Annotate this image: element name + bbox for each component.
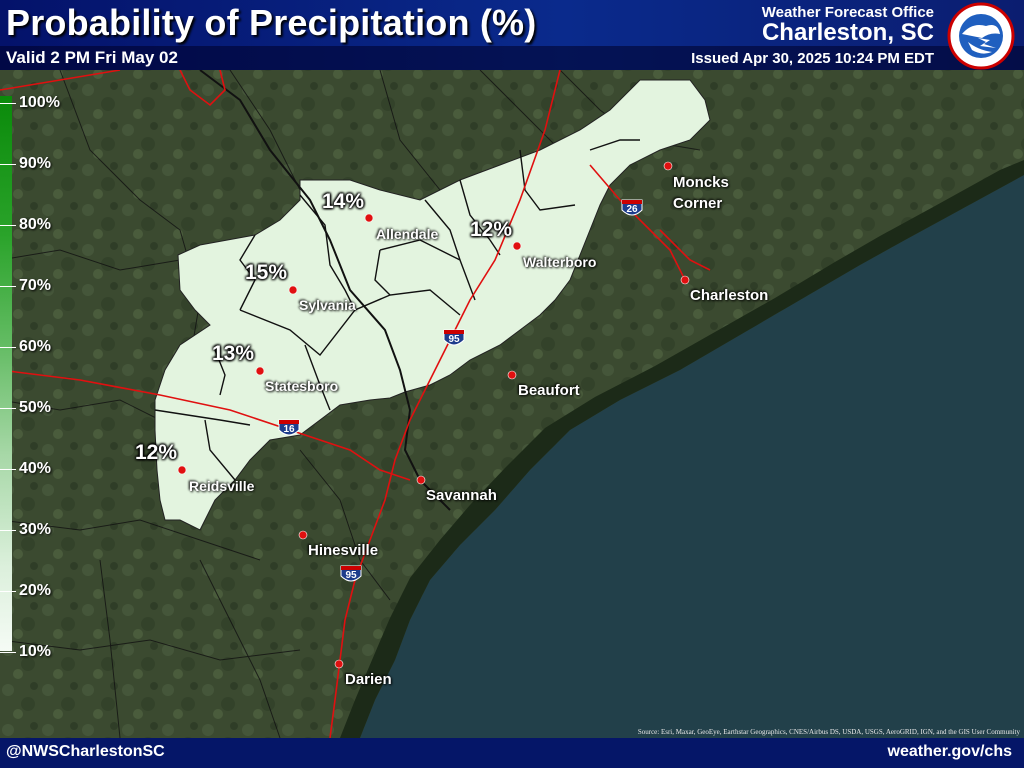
footer-bar: @NWSCharlestonSC weather.gov/chs <box>0 738 1024 768</box>
legend-label: 30% <box>19 521 52 538</box>
legend-tick <box>0 286 16 287</box>
pop-legend-bar <box>0 96 12 651</box>
city-label-moncks-corner: Moncks Corner <box>673 174 729 212</box>
city-label-reidsville: Reidsville <box>189 478 255 494</box>
legend-label: 60% <box>19 338 52 355</box>
page-title: Probability of Precipitation (%) <box>6 2 537 43</box>
social-handle[interactable]: @NWSCharlestonSC <box>6 743 165 760</box>
interstate-shields <box>278 199 643 582</box>
legend-label: 10% <box>19 643 52 660</box>
legend-tick <box>0 164 16 165</box>
shield-label: 95 <box>345 570 357 581</box>
city-label-walterboro: Walterboro <box>523 254 597 270</box>
header-subbar <box>0 46 1024 70</box>
legend-label: 50% <box>19 399 52 416</box>
city-label-darien: Darien <box>345 671 392 688</box>
office-name: Charleston, SC <box>761 19 934 46</box>
header-bar: Probability of Precipitation (%) Valid 2… <box>0 0 1024 70</box>
city-label-hinesville: Hinesville <box>308 542 379 559</box>
shield-label: 16 <box>283 424 295 435</box>
pop-value-reidsville: 12% <box>135 441 178 464</box>
city-label-charleston: Charleston <box>690 287 769 304</box>
pop-value-sylvania: 15% <box>245 261 288 284</box>
legend-tick <box>0 347 16 348</box>
pop-value-walterboro: 12% <box>470 218 513 241</box>
pop-value-allendale: 14% <box>322 190 365 213</box>
city-label-statesboro: Statesboro <box>265 378 339 394</box>
city-label-beaufort: Beaufort <box>518 382 580 399</box>
interstate-16-shield: 16 <box>279 421 299 441</box>
interstate-26-shield: 26 <box>622 201 642 221</box>
shield-label: 95 <box>448 334 460 345</box>
interstate-95-shield-north: 95 <box>444 331 464 351</box>
issued-time: Issued Apr 30, 2025 10:24 PM EDT <box>691 50 934 67</box>
legend-tick <box>0 408 16 409</box>
city-label-sylvania: Sylvania <box>299 297 356 313</box>
legend-label: 20% <box>19 582 52 599</box>
legend-tick <box>0 103 16 104</box>
legend-label: 100% <box>19 94 60 111</box>
legend-tick <box>0 469 16 470</box>
pop-value-statesboro: 13% <box>212 342 255 365</box>
legend-tick <box>0 591 16 592</box>
shield-label: 26 <box>626 204 638 215</box>
legend-label: 80% <box>19 216 52 233</box>
interstate-95-shield-south: 95 <box>341 567 361 587</box>
valid-time: Valid 2 PM Fri May 02 <box>6 48 178 67</box>
city-label-savannah: Savannah <box>426 487 497 504</box>
city-label-allendale: Allendale <box>376 226 439 242</box>
legend-label: 40% <box>19 460 52 477</box>
map-source-credit: Source: Esri, Maxar, GeoEye, Earthstar G… <box>637 728 1020 736</box>
legend-label: 90% <box>19 155 52 172</box>
legend-tick <box>0 530 16 531</box>
website-link[interactable]: weather.gov/chs <box>887 743 1013 760</box>
legend-label: 70% <box>19 277 52 294</box>
legend-tick <box>0 225 16 226</box>
office-label: Weather Forecast Office <box>761 4 934 21</box>
nws-logo-icon <box>947 2 1015 70</box>
legend-tick <box>0 652 16 653</box>
